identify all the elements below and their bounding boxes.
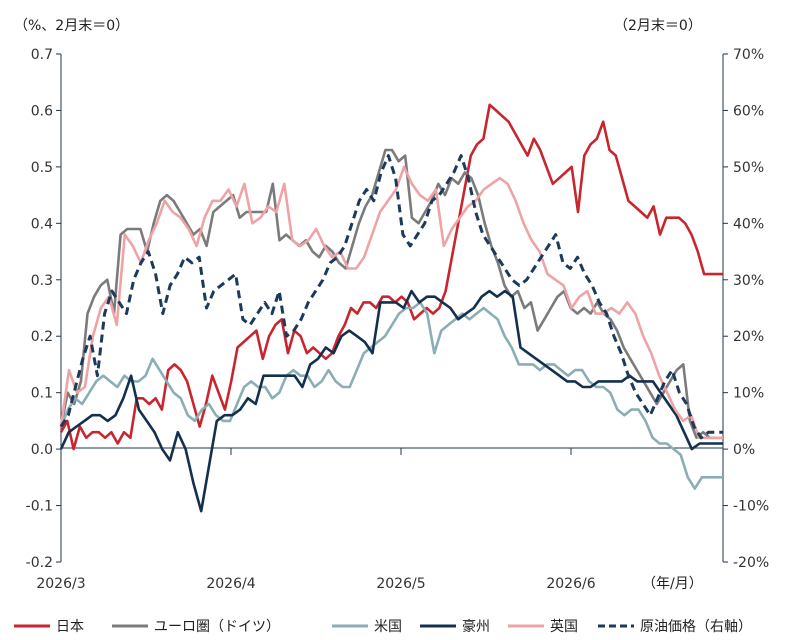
right-tick-label: 50% <box>733 160 764 176</box>
right-tick-label: 40% <box>733 216 764 232</box>
left-tick-label: 0.6 <box>31 103 53 119</box>
series-line-4 <box>59 165 723 440</box>
x-tick-label: 2026/4 <box>206 576 255 592</box>
series-line-2 <box>59 301 723 490</box>
series-line-5 <box>59 154 723 440</box>
right-tick-label: 30% <box>733 273 764 289</box>
x-tick-label: 2026/6 <box>546 576 595 592</box>
left-tick-label: 0.4 <box>31 216 53 232</box>
legend-label: 豪州 <box>462 619 490 635</box>
x-unit-label: （年/月） <box>642 576 703 592</box>
right-tick-label: -20% <box>733 555 769 571</box>
left-tick-label: 0.3 <box>31 273 53 289</box>
left-tick-label: -0.2 <box>26 555 53 571</box>
left-tick-label: 0.5 <box>31 160 53 176</box>
legend: 日本 ユーロ圏（ドイツ） 米国 豪州 英国 原油価格（右軸） <box>14 618 752 635</box>
right-tick-label: 60% <box>733 103 764 119</box>
right-tick-label: 20% <box>733 329 764 345</box>
right-tick-label: -10% <box>733 499 769 515</box>
left-tick-label: 0.7 <box>31 47 53 63</box>
left-tick-label: -0.1 <box>26 499 53 515</box>
right-tick-label: 0% <box>733 442 755 458</box>
legend-label: 米国 <box>374 619 402 635</box>
x-tick-label: 2026/5 <box>376 576 425 592</box>
legend-label: ユーロ圏（ドイツ） <box>154 619 280 635</box>
right-tick-label: 70% <box>733 47 764 63</box>
legend-label: 日本 <box>56 619 84 635</box>
left-axis-ticks: -0.2 -0.1 0.0 0.1 0.2 0.3 0.4 0.5 0.6 0.7 <box>26 47 61 571</box>
right-tick-label: 10% <box>733 386 764 402</box>
series-layer <box>59 103 723 513</box>
x-axis-ticks: 2026/3 2026/4 2026/5 2026/6 <box>36 448 596 592</box>
x-tick-label: 2026/3 <box>36 576 85 592</box>
left-tick-label: 0.0 <box>31 442 53 458</box>
left-tick-label: 0.2 <box>31 329 53 345</box>
legend-label: 英国 <box>550 618 578 635</box>
series-line-3 <box>59 289 723 513</box>
right-axis-ticks: -20% -10% 0% 10% 20% 30% 40% 50% 60% 70% <box>723 47 769 571</box>
series-line-0 <box>59 103 723 451</box>
series-line-1 <box>59 148 723 440</box>
left-unit-label: （%、2月末＝0） <box>14 18 129 34</box>
left-tick-label: 0.1 <box>31 386 53 402</box>
right-unit-label: （2月末＝0） <box>614 18 702 34</box>
legend-label: 原油価格（右軸） <box>640 619 752 635</box>
